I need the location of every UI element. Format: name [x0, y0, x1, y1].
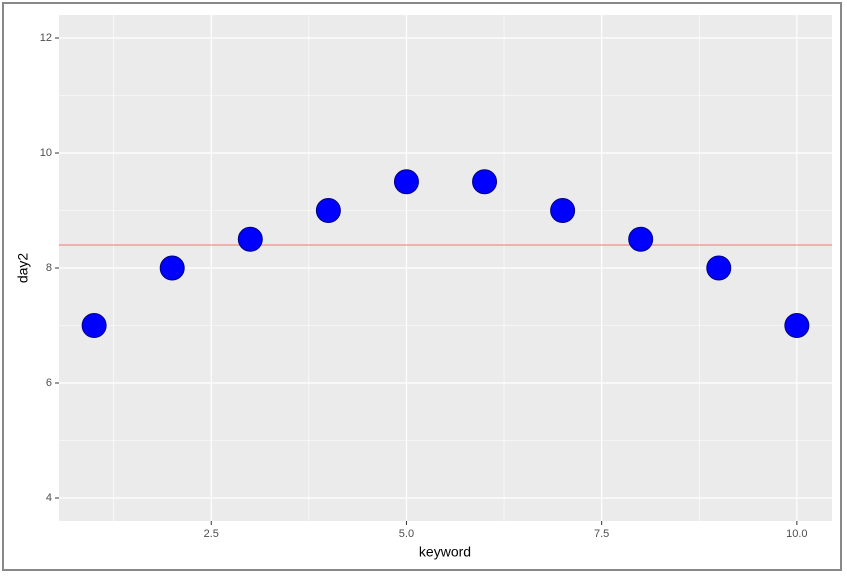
point	[81, 313, 107, 338]
x-axis-title: keyword	[419, 544, 471, 560]
y-tick-label: 12	[40, 32, 52, 44]
y-tick-label: 4	[46, 492, 52, 504]
point	[706, 255, 732, 281]
y-axis-title: day2	[15, 253, 31, 284]
point	[472, 169, 498, 195]
y-tick-label: 8	[46, 262, 52, 274]
x-tick-label: 7.5	[594, 528, 609, 540]
point	[393, 169, 419, 195]
point	[784, 313, 810, 338]
point	[628, 226, 654, 252]
x-tick-label: 5.0	[399, 528, 414, 540]
y-tick-label: 10	[40, 147, 52, 159]
point	[159, 255, 185, 281]
y-tick-label: 6	[46, 377, 52, 389]
point	[315, 198, 341, 223]
x-tick-label: 10.0	[786, 528, 807, 540]
point	[237, 226, 263, 252]
point	[550, 198, 576, 223]
x-tick-label: 2.5	[204, 528, 219, 540]
